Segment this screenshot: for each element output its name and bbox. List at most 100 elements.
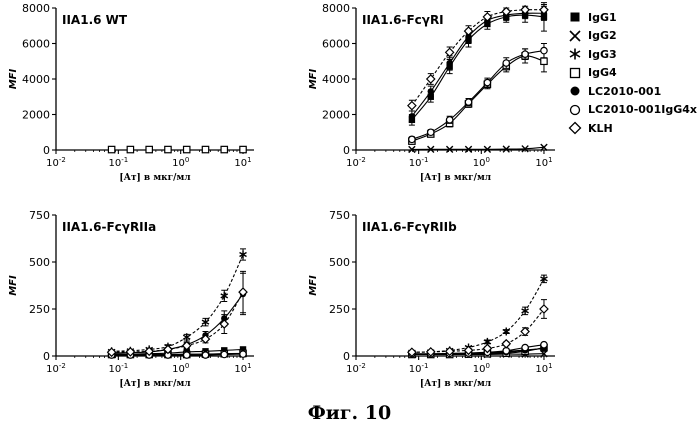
data-point <box>522 344 528 350</box>
x-tick-label: 10-2 <box>346 362 366 375</box>
data-point <box>503 60 509 66</box>
circle-filled-icon <box>568 84 582 98</box>
series-line <box>412 13 544 116</box>
chart-title: IIA1.6-FcγRIIb <box>362 220 457 234</box>
data-point <box>146 146 152 152</box>
x-axis-label: [Ат] в мкг/мл <box>119 173 191 183</box>
data-point <box>446 117 452 123</box>
circle-open-icon <box>568 103 582 117</box>
chart-panel-3: 025050075010-210-1100101IIA1.6-FcγRIIaMF… <box>8 209 254 389</box>
data-point <box>465 99 471 105</box>
data-point <box>184 352 190 358</box>
square-filled-icon <box>568 10 582 24</box>
y-tick-label: 6000 <box>22 38 50 51</box>
y-axis-label: MFI <box>308 275 319 296</box>
x-axis-label: [Ат] в мкг/мл <box>420 379 492 389</box>
data-point <box>408 102 416 110</box>
chart-title: IIA1.6-FcγRI <box>362 13 444 27</box>
x-axis-label: [Ат] в мкг/мл <box>420 173 492 183</box>
y-tick-label: 2000 <box>322 109 350 122</box>
diamond-open-icon <box>568 121 582 135</box>
chart-title: IIA1.6-FcγRIIa <box>62 220 156 234</box>
y-tick-label: 0 <box>43 350 50 363</box>
x-tick-label: 10-1 <box>108 362 128 375</box>
asterisk-icon <box>568 47 582 61</box>
data-point <box>240 146 246 152</box>
y-tick-label: 0 <box>343 144 350 157</box>
data-point <box>540 275 547 283</box>
x-tick-label: 10-1 <box>409 156 429 169</box>
figure-caption: Фиг. 10 <box>0 402 699 424</box>
data-point <box>221 351 227 357</box>
data-point <box>541 342 547 348</box>
series-line <box>412 15 544 120</box>
data-point <box>522 51 528 57</box>
chart-panel-2: 0200040006000800010-210-1100101IIA1.6-Fc… <box>308 2 555 183</box>
y-axis-label: MFI <box>308 68 319 89</box>
data-point <box>541 58 547 64</box>
legend-item-lc2010-001igg4x: LC2010-001IgG4x <box>568 101 698 120</box>
legend-label: IgG2 <box>588 29 617 42</box>
y-tick-label: 250 <box>29 303 50 316</box>
legend-item-igg4: IgG4 <box>568 64 698 83</box>
x-tick-label: 100 <box>172 156 189 169</box>
y-tick-label: 2000 <box>22 109 50 122</box>
data-point <box>240 351 246 357</box>
data-point <box>202 146 208 152</box>
y-tick-label: 250 <box>329 303 350 316</box>
y-axis-label: MFI <box>8 275 19 296</box>
x-tick-label: 101 <box>234 156 251 169</box>
chart-title: IIA1.6 WT <box>62 13 128 27</box>
legend-label: KLH <box>588 122 613 135</box>
data-point <box>202 352 208 358</box>
legend-item-klh: KLH <box>568 119 698 138</box>
legend-label: LC2010-001IgG4x <box>588 103 697 116</box>
series-line <box>112 255 243 352</box>
x-tick-label: 100 <box>172 362 189 375</box>
y-tick-label: 4000 <box>22 73 50 86</box>
legend-item-igg3: IgG3 <box>568 45 698 64</box>
legend-label: IgG3 <box>588 48 617 61</box>
chart-panel-1: 0200040006000800010-210-1100101IIA1.6 WT… <box>8 2 254 183</box>
y-tick-label: 8000 <box>322 2 350 15</box>
x-tick-label: 101 <box>535 362 552 375</box>
data-point <box>446 48 454 56</box>
data-point <box>108 146 114 152</box>
x-tick-label: 101 <box>234 362 251 375</box>
series-klh <box>108 271 247 356</box>
x-tick-label: 10-2 <box>346 156 366 169</box>
x-tick-label: 10-2 <box>46 156 66 169</box>
data-point <box>240 250 247 258</box>
data-point <box>484 79 490 85</box>
legend-label: LC2010-001 <box>588 85 661 98</box>
series-igg3 <box>108 249 246 355</box>
data-point <box>428 129 434 135</box>
x-tick-label: 100 <box>473 156 490 169</box>
data-point <box>409 136 415 142</box>
y-tick-label: 750 <box>329 209 350 222</box>
y-tick-label: 4000 <box>322 73 350 86</box>
legend-item-lc2010-001: LC2010-001 <box>568 82 698 101</box>
data-point <box>221 292 228 300</box>
legend-item-igg1: IgG1 <box>568 8 698 27</box>
data-point <box>541 47 547 53</box>
data-point <box>427 75 435 83</box>
y-tick-label: 750 <box>29 209 50 222</box>
legend-label: IgG4 <box>588 66 617 79</box>
y-tick-label: 500 <box>329 256 350 269</box>
y-tick-label: 500 <box>29 256 50 269</box>
legend-label: IgG1 <box>588 11 617 24</box>
x-axis-label: [Ат] в мкг/мл <box>119 379 191 389</box>
legend-item-igg2: IgG2 <box>568 27 698 46</box>
data-point <box>428 88 434 94</box>
y-tick-label: 8000 <box>22 2 50 15</box>
chart-panel-4: 025050075010-210-1100101IIA1.6-FcγRIIbMF… <box>308 209 555 389</box>
series-igg3 <box>408 275 547 356</box>
y-tick-label: 0 <box>43 144 50 157</box>
y-tick-label: 6000 <box>322 38 350 51</box>
data-point <box>446 60 452 66</box>
legend: IgG1 IgG2 IgG3 IgG4 LC2010-001 LC2010-00… <box>568 8 698 138</box>
y-axis-label: MFI <box>8 68 19 89</box>
data-point <box>165 146 171 152</box>
series-line <box>412 279 544 352</box>
